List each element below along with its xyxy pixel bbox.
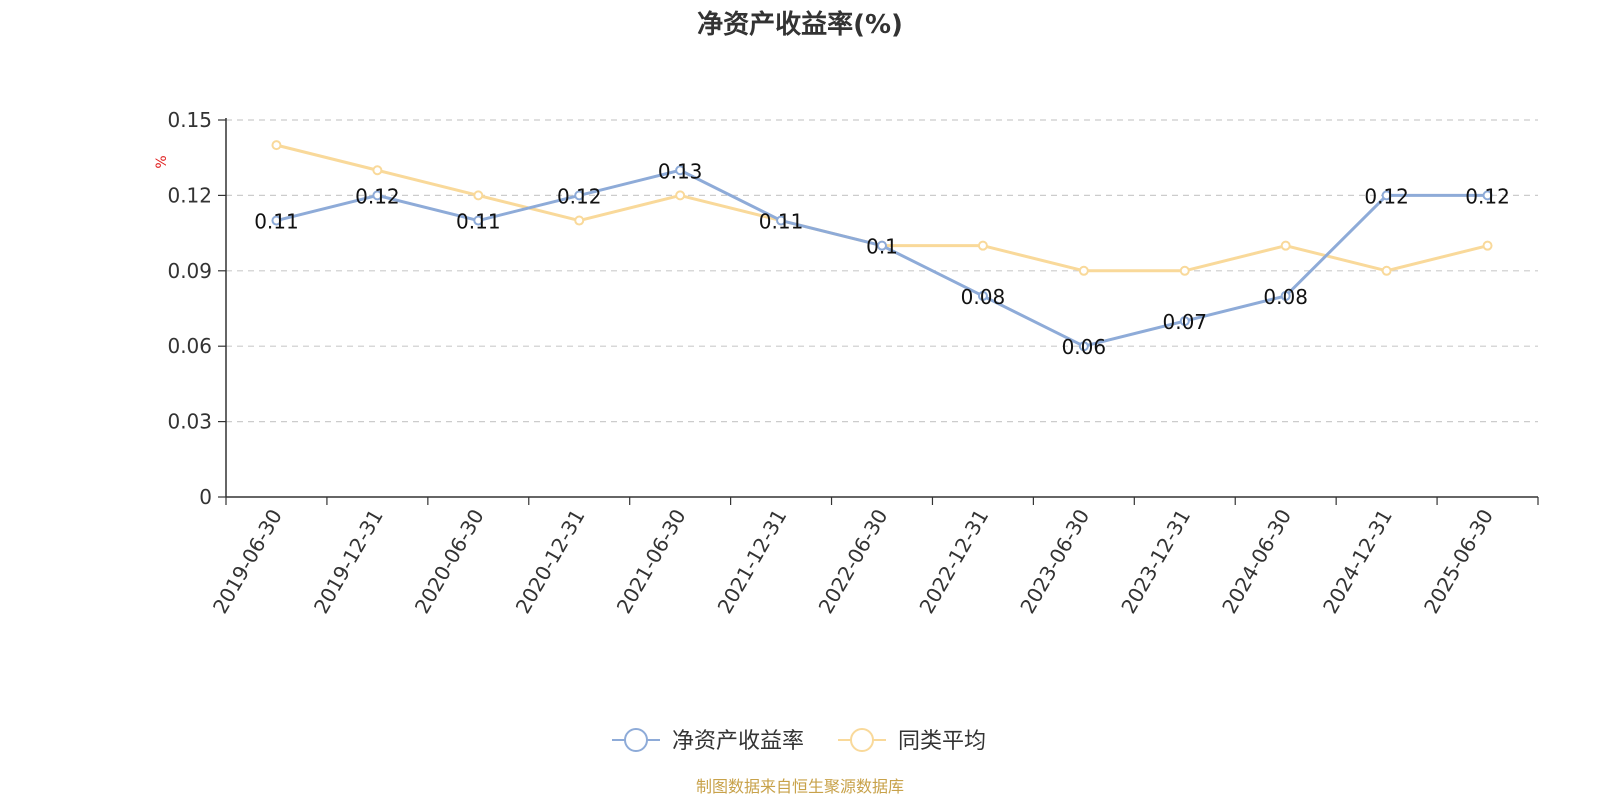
data-label-roe: 0.07 bbox=[1163, 310, 1208, 334]
y-tick-label: 0.09 bbox=[167, 259, 212, 283]
data-point-roe[interactable] bbox=[372, 190, 383, 201]
data-point-peer-average[interactable] bbox=[1381, 265, 1392, 276]
data-point-peer-average[interactable] bbox=[1280, 240, 1291, 251]
data-point-peer-average[interactable] bbox=[473, 190, 484, 201]
series-group bbox=[271, 140, 1493, 352]
legend-item-peer-average[interactable]: 同类平均 bbox=[838, 728, 986, 754]
y-axis-unit: % bbox=[154, 155, 170, 168]
legend-marker-peer-average bbox=[850, 728, 874, 752]
x-tick-label: 2020-12-31 bbox=[511, 505, 590, 618]
data-point-peer-average[interactable] bbox=[977, 240, 988, 251]
chart-title: 净资产收益率(%) bbox=[697, 9, 903, 40]
axes bbox=[225, 118, 1538, 498]
data-point-peer-average[interactable] bbox=[372, 165, 383, 176]
x-tick-label: 2024-12-31 bbox=[1318, 505, 1397, 618]
legend-item-roe[interactable]: 净资产收益率 bbox=[612, 728, 804, 754]
x-axis-ticks: 2019-06-30 2019-12-31 2020-06-30 2020-12-31… bbox=[208, 497, 1539, 618]
data-point-roe[interactable] bbox=[1482, 190, 1493, 201]
data-point-peer-average[interactable] bbox=[574, 215, 585, 226]
data-label-roe: 0.11 bbox=[456, 210, 501, 234]
data-point-roe[interactable] bbox=[977, 290, 988, 301]
data-label-roe: 0.12 bbox=[1364, 184, 1409, 208]
x-tick-label: 2023-12-31 bbox=[1116, 505, 1195, 618]
data-label-roe: 0.08 bbox=[1263, 285, 1308, 309]
data-label-roe: 0.1 bbox=[866, 235, 898, 259]
data-source-note: 制图数据来自恒生聚源数据库 bbox=[696, 777, 904, 796]
x-tick-label: 2019-12-31 bbox=[309, 505, 388, 618]
x-tick-label: 2020-06-30 bbox=[410, 505, 489, 618]
data-point-peer-average[interactable] bbox=[271, 140, 282, 151]
y-axis-ticks: 0 0.03 0.06 0.09 0.12 0.15 bbox=[167, 108, 226, 509]
data-point-roe[interactable] bbox=[271, 215, 282, 226]
data-label-roe: 0.11 bbox=[254, 210, 299, 234]
data-label-roe: 0.11 bbox=[759, 210, 804, 234]
data-point-roe[interactable] bbox=[877, 240, 887, 251]
data-label-roe: 0.08 bbox=[961, 285, 1006, 309]
data-point-roe[interactable] bbox=[574, 190, 585, 201]
y-tick-label: 0.12 bbox=[167, 183, 212, 207]
data-point-peer-average[interactable] bbox=[675, 190, 686, 201]
data-point-roe[interactable] bbox=[473, 215, 484, 226]
gridlines bbox=[226, 119, 1538, 423]
data-point-peer-average[interactable] bbox=[1078, 265, 1089, 276]
data-point-roe[interactable] bbox=[675, 165, 686, 176]
y-tick-label: 0 bbox=[199, 485, 212, 509]
data-point-peer-average[interactable] bbox=[1482, 240, 1493, 251]
y-tick-label: 0.06 bbox=[167, 334, 212, 358]
data-label-roe: 0.12 bbox=[355, 184, 400, 208]
data-label-roe: 0.12 bbox=[1465, 184, 1510, 208]
legend-marker-roe bbox=[624, 728, 648, 752]
x-tick-label: 2021-06-30 bbox=[612, 505, 691, 618]
y-tick-label: 0.15 bbox=[167, 108, 212, 132]
data-point-peer-average[interactable] bbox=[1179, 265, 1190, 276]
data-point-roe[interactable] bbox=[1381, 190, 1392, 201]
legend: 净资产收益率 同类平均 bbox=[612, 728, 986, 754]
data-label-roe: 0.13 bbox=[658, 159, 703, 183]
y-tick-label: 0.03 bbox=[167, 410, 212, 434]
data-point-roe[interactable] bbox=[1078, 341, 1089, 352]
x-tick-label: 2022-06-30 bbox=[813, 505, 892, 618]
legend-label-peer-average: 同类平均 bbox=[898, 729, 986, 754]
data-point-roe[interactable] bbox=[1179, 316, 1190, 327]
x-tick-label: 2023-06-30 bbox=[1015, 505, 1094, 618]
x-tick-label: 2025-06-30 bbox=[1419, 505, 1498, 618]
x-tick-label: 2022-12-31 bbox=[914, 505, 993, 618]
legend-label-roe: 净资产收益率 bbox=[672, 729, 804, 754]
data-label-roe: 0.06 bbox=[1062, 335, 1107, 359]
data-point-roe[interactable] bbox=[776, 215, 787, 226]
data-label-roe: 0.12 bbox=[557, 184, 602, 208]
x-tick-label: 2019-06-30 bbox=[208, 505, 287, 618]
x-tick-label: 2021-12-31 bbox=[713, 505, 792, 618]
x-tick-label: 2024-06-30 bbox=[1217, 505, 1296, 618]
data-labels: 0.11 0.12 0.11 0.12 0.13 0.11 0.1 0.08 0.06 0.07 0… bbox=[254, 159, 1510, 359]
data-point-roe[interactable] bbox=[1280, 290, 1291, 301]
